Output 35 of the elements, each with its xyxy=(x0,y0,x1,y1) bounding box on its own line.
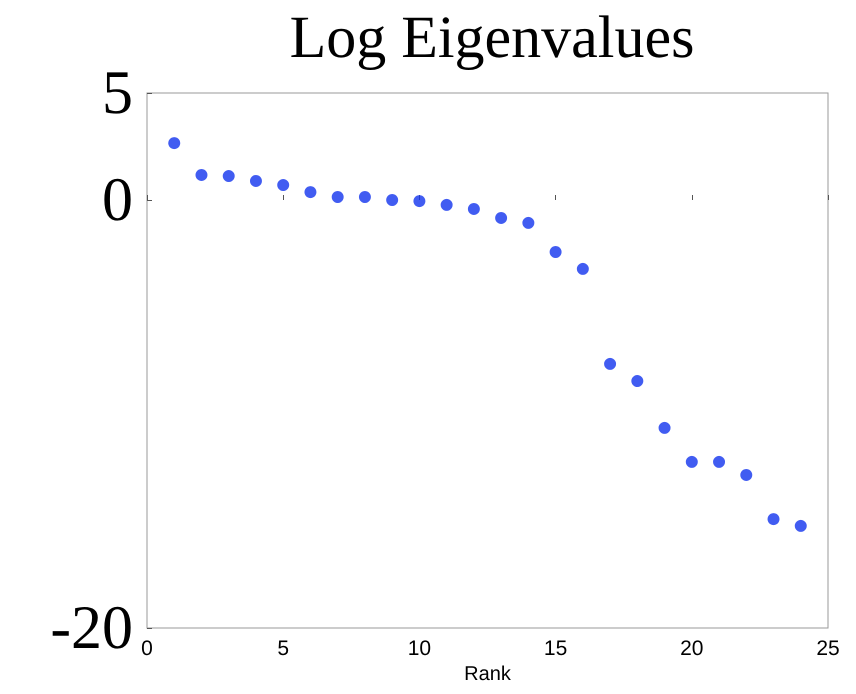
point xyxy=(304,186,316,198)
x-tick-label: 15 xyxy=(544,637,568,660)
point xyxy=(468,202,480,215)
point xyxy=(332,191,344,203)
point xyxy=(413,195,426,208)
point xyxy=(195,168,208,181)
point xyxy=(658,422,671,434)
point xyxy=(222,170,235,182)
point xyxy=(713,456,726,468)
x-tick-label: 5 xyxy=(277,637,290,660)
point xyxy=(550,246,562,258)
point xyxy=(168,137,180,150)
point xyxy=(604,358,616,370)
point xyxy=(686,456,698,468)
point xyxy=(386,194,398,206)
chart-title: Log Eigenvalues xyxy=(290,4,694,70)
y-tick-label: 0 xyxy=(102,166,133,234)
point xyxy=(277,179,290,192)
point xyxy=(440,198,453,211)
x-tick-label: 25 xyxy=(816,637,840,660)
point xyxy=(740,468,752,481)
point xyxy=(250,174,262,187)
y-tick-label: -20 xyxy=(50,594,133,662)
point xyxy=(768,513,780,526)
point xyxy=(631,375,644,388)
point xyxy=(794,520,807,532)
x-tick-label: 10 xyxy=(408,637,432,660)
point xyxy=(576,262,589,275)
y-tick-label: 5 xyxy=(102,59,133,127)
point xyxy=(358,191,371,203)
x-tick-label: 20 xyxy=(680,637,704,660)
x-tick-label: 0 xyxy=(141,637,153,660)
point xyxy=(495,212,508,224)
point xyxy=(522,216,534,229)
x-axis-title: Rank xyxy=(464,662,512,685)
